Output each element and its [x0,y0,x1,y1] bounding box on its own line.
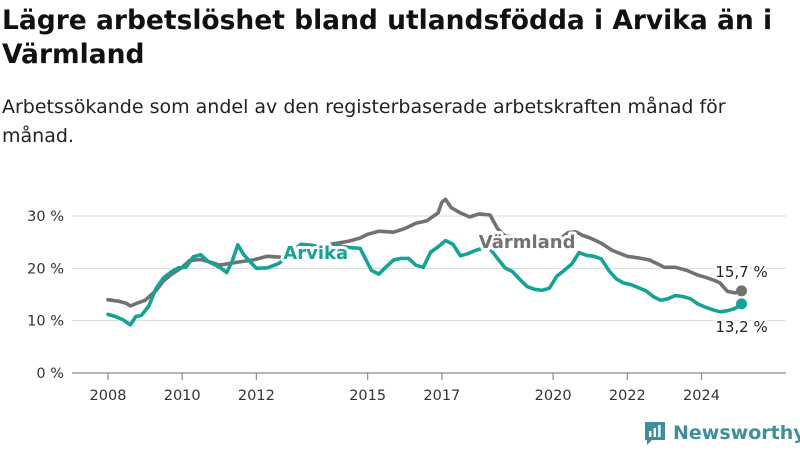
series-label-arvika: Arvika [283,243,348,264]
newsworthy-logo-text: Newsworthy [673,422,800,444]
series-label-halo: Värmland [479,232,576,253]
series-label-halo: Arvika [283,243,348,264]
x-tick-label: 2015 [349,388,386,404]
x-tick-label: 2024 [683,388,720,404]
end-label-arvika: 13,2 % [715,318,767,336]
x-tick-label: 2008 [90,388,127,404]
y-tick-label: 10 % [27,314,64,330]
newsworthy-logo-icon [645,422,665,445]
series-label-värmland: Värmland [479,232,576,253]
series-lines [106,197,748,327]
x-tick-label: 2022 [609,388,646,404]
series-line-värmland [106,197,744,308]
x-axis: 2008 2010 2012 2015 2017 2020 2022 2024 [90,373,720,404]
series-line-arvika [106,238,744,327]
end-label-värmland: 15,7 % [715,263,767,281]
y-tick-label: 30 % [27,209,64,225]
end-point-arvika [736,298,748,310]
chart-title: Lägre arbetslöshet bland utlandsfödda i … [2,5,773,70]
x-tick-label: 2017 [423,388,460,404]
newsworthy-logo[interactable]: Newsworthy [643,418,800,448]
x-tick-label: 2020 [535,388,572,404]
chart-subtitle: Arbetssökande som andel av den registerb… [2,96,726,147]
y-tick-label: 20 % [27,261,64,277]
y-axis: 0 % 10 % 20 % 30 % [27,209,64,382]
y-tick-label: 0 % [36,366,64,382]
x-tick-label: 2012 [238,388,275,404]
x-tick-label: 2010 [164,388,201,404]
end-point-värmland [736,285,748,297]
